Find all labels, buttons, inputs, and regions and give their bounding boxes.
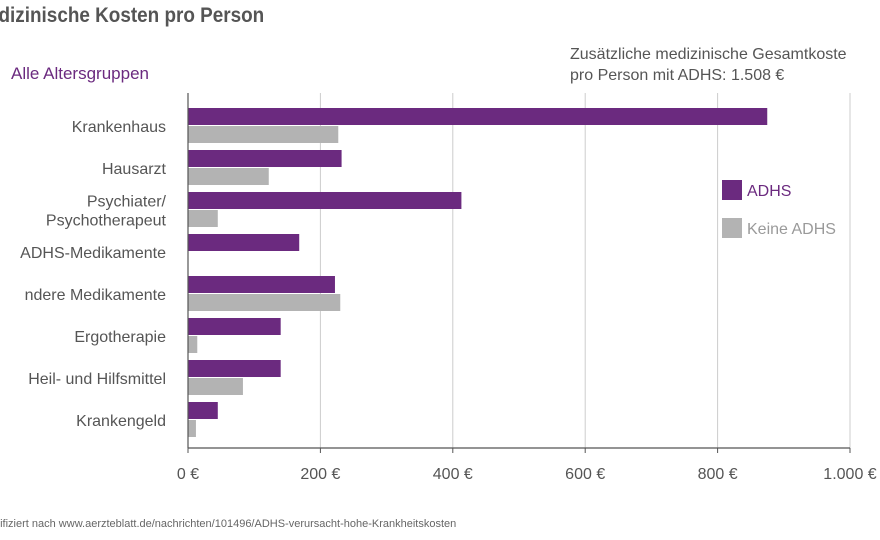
bar-adhs (188, 108, 768, 125)
bar-keine-adhs (188, 168, 269, 185)
legend: ADHS Keine ADHS (722, 180, 836, 238)
bar-keine-adhs (188, 294, 341, 311)
category-label: Krankengeld (76, 413, 166, 430)
grid-lines (319, 93, 851, 448)
total-cost-note-line2: pro Person mit ADHS: 1.508 € (570, 67, 785, 84)
x-tick-label: 0 € (177, 466, 199, 483)
x-tick-labels: 0 € 200 € 400 € 600 € 800 € 1.000 € (177, 466, 877, 483)
total-cost-note: Zusätzliche medizinische Gesamtkoste pro… (570, 44, 847, 86)
legend-label-adhs: ADHS (747, 183, 791, 200)
x-tick-label: 200 € (300, 466, 340, 483)
bars (188, 108, 768, 437)
bar-adhs (188, 276, 335, 293)
bar-keine-adhs (188, 378, 243, 395)
x-tick-label: 800 € (698, 466, 738, 483)
bar-keine-adhs (188, 210, 218, 227)
category-label: Hausarzt (102, 161, 167, 178)
bar-adhs (188, 402, 218, 419)
x-tick-label: 1.000 € (823, 466, 876, 483)
category-label: ADHS-Medikamente (20, 245, 166, 262)
category-label: Psychiater/Psychotherapeut (46, 194, 167, 230)
axes (187, 93, 851, 453)
bar-adhs (188, 192, 462, 209)
chart-subtitle: Alle Altersgruppen (11, 64, 149, 83)
legend-swatch-adhs (722, 180, 742, 200)
x-tick-label: 400 € (433, 466, 473, 483)
category-label: Heil- und Hilfsmittel (28, 371, 166, 388)
legend-swatch-keine-adhs (722, 218, 742, 238)
bar-keine-adhs (188, 126, 339, 143)
x-tick-label: 600 € (565, 466, 605, 483)
category-label: Krankenhaus (72, 119, 166, 136)
bar-adhs (188, 234, 300, 251)
bar-keine-adhs (188, 336, 198, 353)
bar-keine-adhs (188, 420, 196, 437)
bar-adhs (188, 150, 342, 167)
legend-label-keine-adhs: Keine ADHS (747, 221, 836, 238)
category-label: Ergotherapie (74, 329, 166, 346)
bar-adhs (188, 360, 281, 377)
category-label: ndere Medikamente (25, 287, 167, 304)
source-footnote: difiziert nach www.aerzteblatt.de/nachri… (0, 518, 457, 530)
bar-adhs (188, 318, 281, 335)
category-labels: Krankenhaus Hausarzt Psychiater/Psychother… (20, 119, 166, 430)
total-cost-note-line1: Zusätzliche medizinische Gesamtkoste (570, 46, 847, 63)
chart-title: edizinische Kosten pro Person (0, 4, 265, 27)
